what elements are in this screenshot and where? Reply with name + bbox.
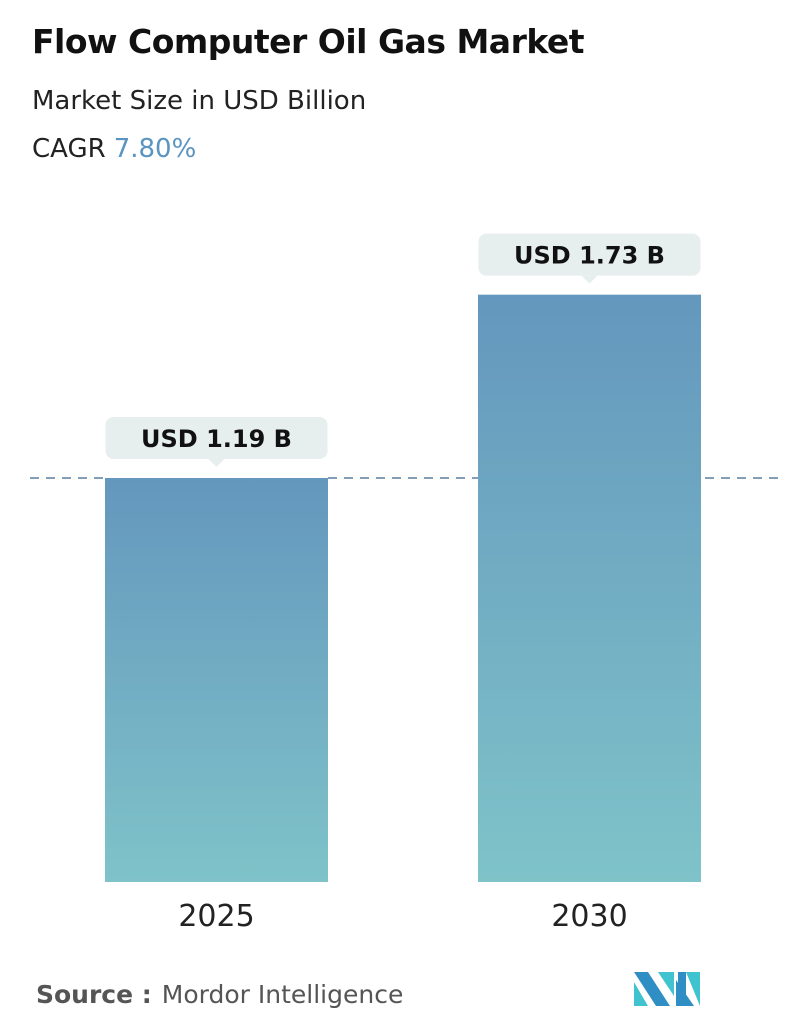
data-label-pointer	[208, 458, 225, 467]
bar-2025	[105, 477, 328, 882]
data-label-box	[478, 233, 701, 276]
data-label-pointer	[581, 275, 598, 284]
source-label: Source :	[36, 980, 152, 1009]
chart-subtitle: Market Size in USD Billion	[32, 86, 367, 116]
x-tick-label: 2030	[551, 899, 627, 934]
cagr-label: CAGR	[32, 134, 106, 164]
x-tick-label: 2025	[178, 899, 254, 934]
chart-title: Flow Computer Oil Gas Market	[32, 22, 585, 61]
data-label: USD 1.19 B	[141, 425, 292, 453]
cagr-value: 7.80%	[113, 134, 197, 164]
mordor-logo	[634, 972, 700, 1006]
source-value: Mordor Intelligence	[161, 980, 404, 1009]
data-label-box	[105, 416, 328, 459]
bar-2030	[478, 294, 701, 882]
bar-chart: USD 1.19 B 2025 USD 1.73 B 2030	[30, 233, 785, 934]
cagr: CAGR 7.80%	[32, 134, 196, 164]
source: Source : Mordor Intelligence	[36, 980, 403, 1009]
data-label: USD 1.73 B	[514, 242, 665, 270]
